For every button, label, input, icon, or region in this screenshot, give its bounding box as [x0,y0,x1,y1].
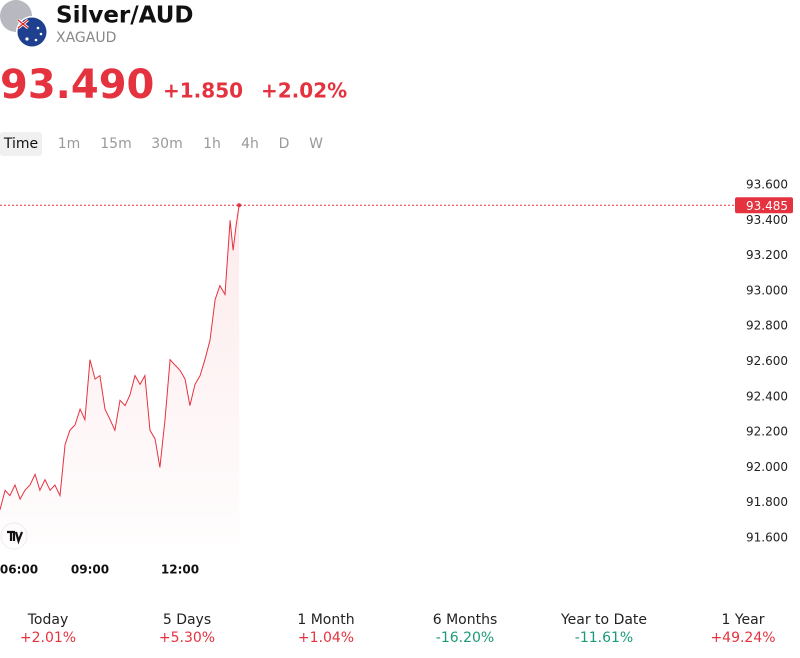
tab[interactable]: 1h [203,136,221,152]
y-tick-label: 93.200 [746,248,788,262]
period-label[interactable]: 6 Months [433,612,498,628]
tab[interactable]: 30m [151,136,182,152]
price: 93.490 [0,62,154,108]
y-tick-label: 92.600 [746,354,788,368]
period-label[interactable]: 1 Year [722,612,765,628]
last-price-label: 93.485 [746,199,788,213]
x-tick-label: 09:00 [71,563,109,577]
change-percent: +2.02% [261,79,347,103]
period-label[interactable]: Today [27,612,69,628]
price-line [0,205,240,510]
y-tick-label: 92.400 [746,389,788,403]
tab[interactable]: W [309,136,323,152]
tab[interactable]: Time [3,136,38,152]
tab[interactable]: 15m [100,136,131,152]
period-change: +49.24% [710,630,775,646]
tab[interactable]: 4h [241,136,259,152]
tab[interactable]: D [279,136,290,152]
y-tick-label: 92.000 [746,460,788,474]
y-tick-label: 93.000 [746,283,788,297]
icons [0,0,48,48]
last-price-tag [735,197,793,214]
period-label[interactable]: 1 Month [297,612,354,628]
period-label[interactable]: 5 Days [163,612,211,628]
area [0,205,240,546]
period-change: +2.01% [20,630,76,646]
tab[interactable]: 1m [58,136,81,152]
x-tick-label: 06:00 [0,563,38,577]
period-change: +5.30% [159,630,215,646]
y-tick-label: 91.800 [746,495,788,509]
period-change: -16.20% [436,630,494,646]
x-tick-label: 12:00 [161,563,199,577]
last-point [237,203,242,208]
title: Silver/AUD [56,3,194,29]
y-tick-label: 92.800 [746,319,788,333]
y-tick-label: 93.400 [746,213,788,227]
period-change: +1.04% [298,630,354,646]
symbol: XAGAUD [56,30,116,46]
period-change: -11.61% [575,630,633,646]
change: +1.850 [163,79,243,103]
y-tick-label: 92.200 [746,425,788,439]
period-label[interactable]: Year to Date [560,612,647,628]
y-tick-label: 91.600 [746,530,788,544]
y-tick-label: 93.600 [746,178,788,192]
active-tab-bg [0,132,42,156]
